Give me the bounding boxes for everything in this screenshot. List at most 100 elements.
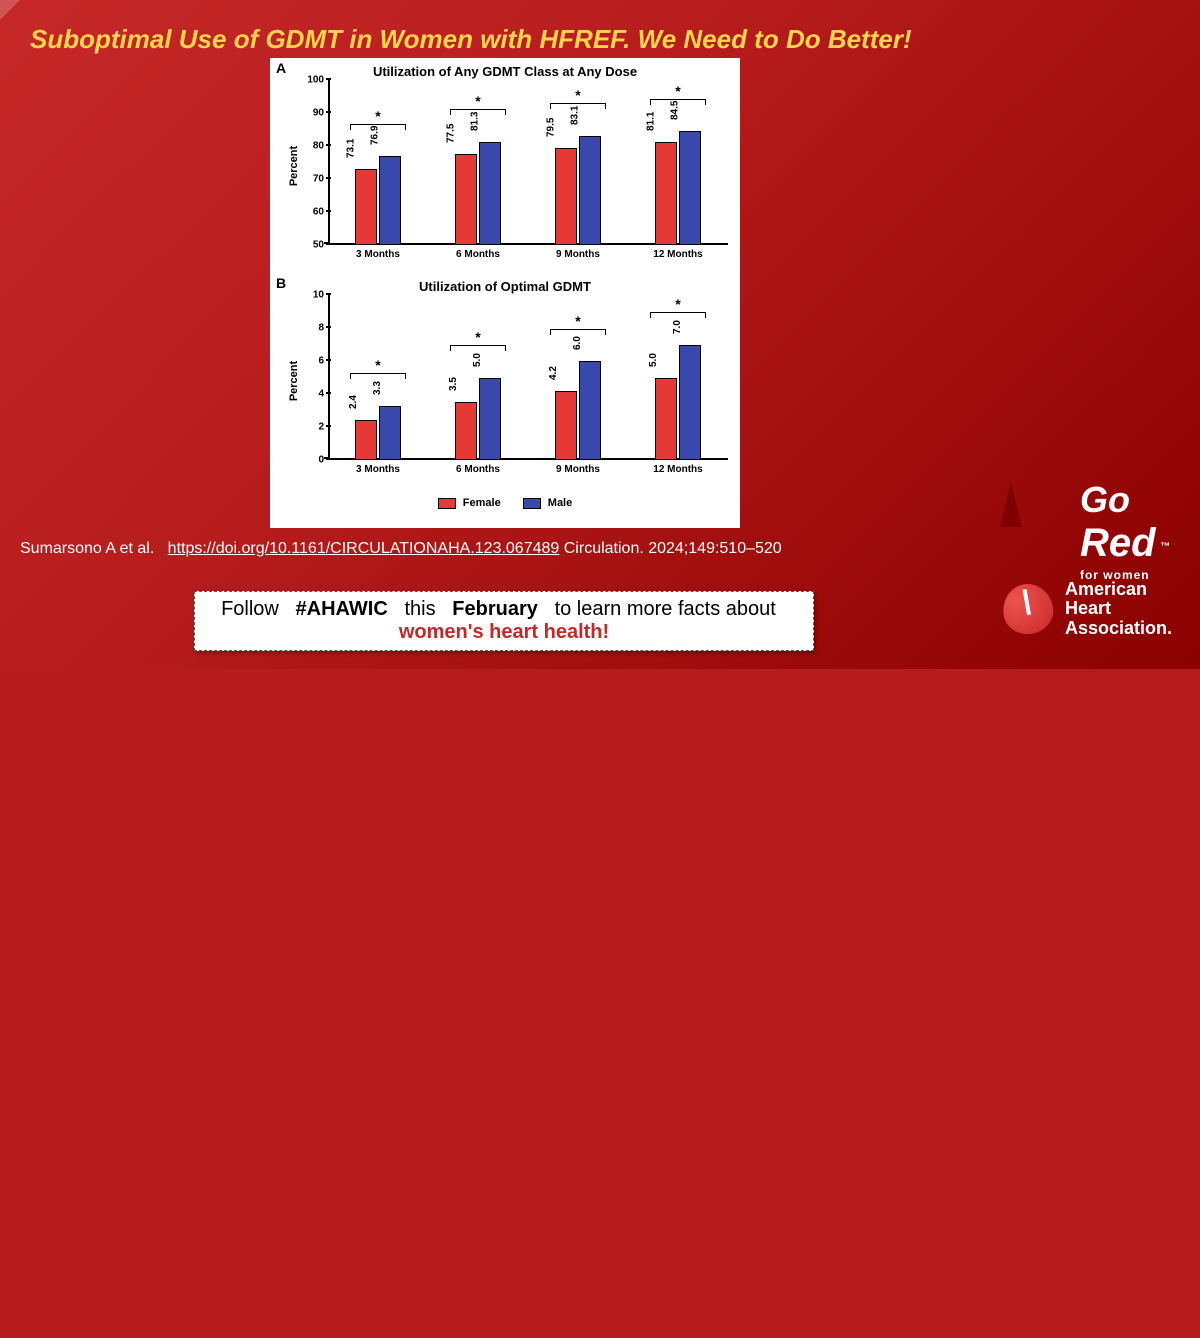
slide-title: Suboptimal Use of GDMT in Women with HFR… bbox=[30, 24, 1170, 55]
chart-b-yticks: 0246810 bbox=[304, 295, 326, 460]
bar-label: 5.0 bbox=[648, 353, 659, 367]
xlabel: 9 Months bbox=[528, 464, 628, 482]
bar-male: 6.0 bbox=[579, 361, 601, 460]
follow-highlight: women's heart health! bbox=[399, 621, 609, 643]
significance-bracket bbox=[450, 345, 506, 351]
significance-star: * bbox=[375, 112, 380, 120]
citation: Sumarsono A et al. https://doi.org/10.11… bbox=[20, 540, 840, 558]
bar-female: 4.2 bbox=[555, 391, 577, 460]
xlabel: 3 Months bbox=[328, 464, 428, 482]
xlabel: 6 Months bbox=[428, 464, 528, 482]
bar-label: 6.0 bbox=[572, 336, 583, 350]
bar-female: 3.5 bbox=[455, 402, 477, 460]
bar-female: 77.5 bbox=[455, 154, 477, 245]
ytick: 70 bbox=[313, 174, 324, 185]
chart-a-yticks: 5060708090100 bbox=[304, 80, 326, 245]
swatch-female bbox=[438, 498, 456, 509]
chart-a-ylabel: Percent bbox=[288, 145, 300, 185]
chart-title-b: Utilization of Optimal GDMT bbox=[276, 279, 734, 294]
go-red-red: Red bbox=[1080, 521, 1156, 565]
significance-bracket bbox=[650, 312, 706, 318]
bar-male: 7.0 bbox=[679, 345, 701, 461]
bar-group: 4.26.0* bbox=[543, 295, 613, 460]
bar-group: 81.184.5* bbox=[643, 80, 713, 245]
bar-label: 4.2 bbox=[548, 366, 559, 380]
legend-male-label: Male bbox=[548, 497, 572, 509]
xlabel: 6 Months bbox=[428, 249, 528, 267]
bar-female: 73.1 bbox=[355, 169, 377, 245]
xlabel: 3 Months bbox=[328, 249, 428, 267]
bar-female: 81.1 bbox=[655, 142, 677, 245]
significance-star: * bbox=[675, 300, 680, 308]
chart-b-ylabel: Percent bbox=[288, 360, 300, 400]
ytick: 60 bbox=[313, 207, 324, 218]
follow-hashtag: #AHAWIC bbox=[296, 598, 388, 620]
corner-accent bbox=[0, 0, 20, 20]
xlabel: 9 Months bbox=[528, 249, 628, 267]
bar-label: 77.5 bbox=[445, 124, 456, 143]
bar-male: 81.3 bbox=[479, 142, 501, 245]
xlabel: 12 Months bbox=[628, 464, 728, 482]
significance-bracket bbox=[550, 329, 606, 335]
chart-panel-b: B Utilization of Optimal GDMT Percent 02… bbox=[270, 273, 740, 488]
red-dress-icon bbox=[1000, 483, 1022, 527]
slide: Suboptimal Use of GDMT in Women with HFR… bbox=[0, 0, 1200, 669]
significance-bracket bbox=[350, 373, 406, 379]
bar-male: 76.9 bbox=[379, 156, 401, 245]
chart-panel-a: A Utilization of Any GDMT Class at Any D… bbox=[270, 58, 740, 273]
bar-group: 73.176.9* bbox=[343, 80, 413, 245]
ytick: 2 bbox=[318, 422, 324, 433]
ytick: 10 bbox=[313, 290, 324, 301]
chart-container: A Utilization of Any GDMT Class at Any D… bbox=[270, 58, 740, 528]
significance-star: * bbox=[575, 91, 580, 99]
citation-journal: Circulation. 2024;149:510–520 bbox=[564, 540, 782, 557]
bar-group: 5.07.0* bbox=[643, 295, 713, 460]
bar-female: 5.0 bbox=[655, 378, 677, 461]
bar-label: 5.0 bbox=[472, 353, 483, 367]
torch-icon bbox=[1023, 589, 1031, 615]
chart-legend: Female Male bbox=[270, 492, 740, 514]
significance-star: * bbox=[475, 333, 480, 341]
bar-male: 5.0 bbox=[479, 378, 501, 461]
bar-male: 83.1 bbox=[579, 136, 601, 245]
swatch-male bbox=[523, 498, 541, 509]
chart-b-plot: 2.43.3*3.55.0*4.26.0*5.07.0* bbox=[328, 295, 728, 460]
bar-group: 2.43.3* bbox=[343, 295, 413, 460]
significance-bracket bbox=[350, 124, 406, 130]
panel-letter-a: A bbox=[276, 60, 286, 76]
significance-bracket bbox=[550, 103, 606, 109]
follow-month: February bbox=[452, 598, 538, 620]
axis-tick bbox=[324, 457, 330, 459]
bar-male: 3.3 bbox=[379, 406, 401, 460]
logo-area: Go Red ™ for women American Heart Associ… bbox=[860, 479, 1180, 639]
bar-male: 84.5 bbox=[679, 131, 701, 245]
legend-female-label: Female bbox=[463, 497, 501, 509]
go-red-go: Go bbox=[1080, 479, 1130, 520]
legend-female: Female bbox=[438, 497, 501, 509]
citation-doi-link[interactable]: https://doi.org/10.1161/CIRCULATIONAHA.1… bbox=[168, 540, 560, 557]
significance-star: * bbox=[475, 97, 480, 105]
significance-star: * bbox=[375, 361, 380, 369]
follow-callout: Follow #AHAWIC this February to learn mo… bbox=[194, 591, 814, 651]
legend-male: Male bbox=[523, 497, 573, 509]
bar-female: 79.5 bbox=[555, 148, 577, 245]
ytick: 8 bbox=[318, 323, 324, 334]
bar-label: 73.1 bbox=[345, 138, 356, 157]
citation-authors: Sumarsono A et al. bbox=[20, 540, 154, 557]
follow-suffix: to learn more facts about bbox=[555, 598, 776, 620]
ytick: 50 bbox=[313, 240, 324, 251]
bar-group: 3.55.0* bbox=[443, 295, 513, 460]
ytick: 100 bbox=[307, 75, 324, 86]
bar-label: 2.4 bbox=[348, 396, 359, 410]
go-red-logo: Go Red ™ for women bbox=[1080, 479, 1170, 584]
bar-female: 2.4 bbox=[355, 420, 377, 460]
significance-star: * bbox=[575, 317, 580, 325]
ytick: 80 bbox=[313, 141, 324, 152]
follow-middle: this bbox=[404, 598, 435, 620]
significance-bracket bbox=[650, 99, 706, 105]
follow-prefix: Follow bbox=[221, 598, 279, 620]
panel-letter-b: B bbox=[276, 275, 286, 291]
aha-text: American Heart Association. bbox=[1065, 580, 1172, 639]
chart-b-xlabels: 3 Months6 Months9 Months12 Months bbox=[328, 464, 728, 482]
significance-bracket bbox=[450, 109, 506, 115]
